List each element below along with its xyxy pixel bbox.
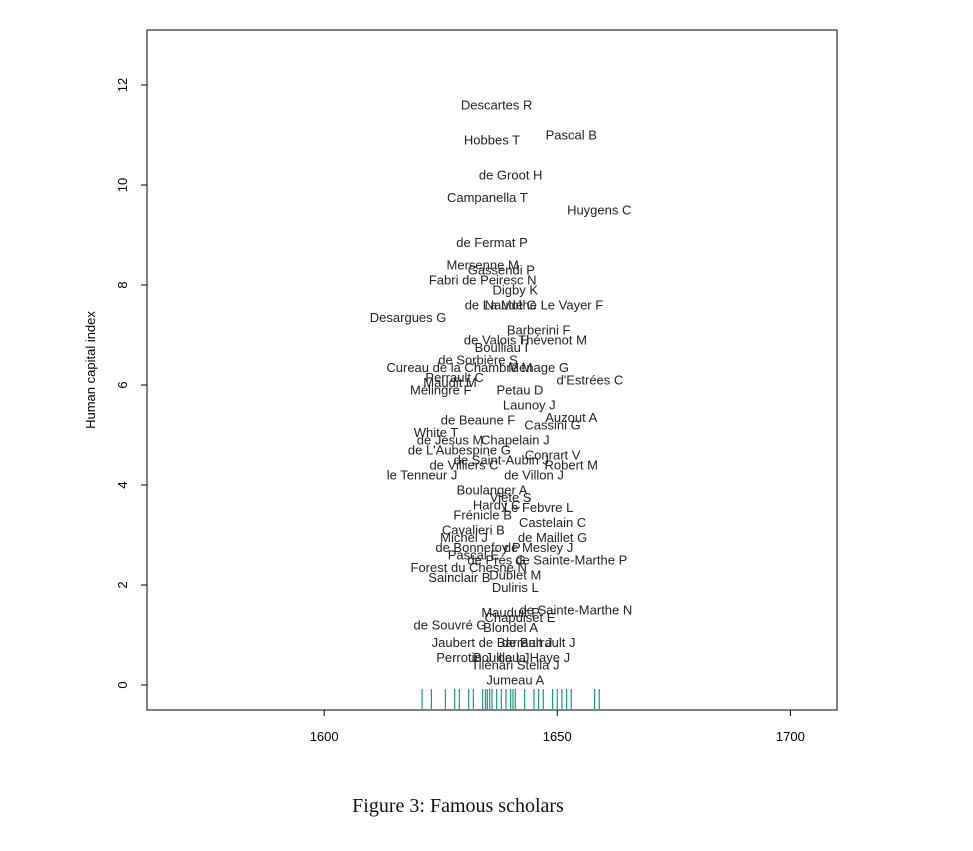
y-axis-title: Human capital index — [83, 311, 98, 429]
point-label: Sainclair B — [428, 570, 490, 585]
point-label: le Tenneur J — [387, 468, 458, 483]
point-label: Jaubert de Barrault J — [432, 635, 553, 650]
point-label: Michel J — [440, 530, 488, 545]
point-label: Naudé G — [485, 298, 537, 313]
point-label: Dublet M — [489, 568, 541, 583]
point-label: de Maillet G — [518, 530, 587, 545]
plot-frame — [146, 29, 838, 711]
y-tick-label: 12 — [115, 78, 130, 92]
point-label: Desargues G — [370, 310, 447, 325]
y-tick-label: 10 — [115, 178, 130, 192]
point-label: Ménage G — [508, 360, 569, 375]
point-label: de Bonnefoy P — [435, 540, 520, 555]
point-label: de Souvré G — [414, 618, 487, 633]
point-label: Fabri de Peiresc N — [429, 273, 537, 288]
point-label: Cassini G — [524, 418, 580, 433]
point-label: de L'Aubespine G — [408, 443, 511, 458]
point-label: Huygens C — [567, 203, 631, 218]
point-labels: Descartes R Pascal B Hobbes T de Groot H Cam… — [370, 98, 633, 688]
point-label: Boulliau J — [473, 650, 529, 665]
point-label: Barberini F — [507, 323, 571, 338]
point-label: de la Haye J — [498, 650, 570, 665]
point-label: Forest du Chesne N — [411, 560, 527, 575]
x-tick-label: 1650 — [543, 729, 572, 744]
point-label: Mersenne M — [447, 258, 519, 273]
point-label: Launoy J — [503, 398, 556, 413]
point-label: de Barrault J — [502, 635, 576, 650]
point-label: Maudit M — [423, 375, 476, 390]
point-label: Gassendi P — [468, 263, 535, 278]
point-label: Jumeau A — [486, 673, 544, 688]
point-label: Duliris L — [492, 580, 539, 595]
figure-caption: Figure 3: Famous scholars — [352, 795, 564, 817]
point-label: Frénicle B — [453, 508, 512, 523]
x-axis: 1600 1650 1700 — [310, 710, 805, 744]
point-label: de Fermat P — [456, 235, 528, 250]
point-label: Blondel A — [483, 620, 538, 635]
point-label: Campanella T — [447, 190, 528, 205]
point-label: de Villon J — [504, 468, 564, 483]
point-label: Cavalieri B — [442, 523, 505, 538]
y-tick-label: 0 — [115, 681, 130, 688]
y-tick-label: 8 — [115, 281, 130, 288]
y-tick-label: 4 — [115, 481, 130, 488]
point-label: Chapelain J — [481, 433, 550, 448]
point-label: Perrault C — [425, 370, 484, 385]
point-label: Petau D — [496, 383, 543, 398]
point-label: Hobbes T — [464, 133, 520, 148]
point-label: de Mesley J — [504, 540, 573, 555]
scatter-chart: 1600 1650 1700 0 2 4 6 8 10 12 Descartes R Pascal… — [83, 29, 838, 744]
point-label: Pascal B — [546, 128, 597, 143]
point-label: de Beaune F — [441, 413, 516, 428]
point-label: de La Mothe Le Vayer F — [465, 298, 604, 313]
point-label: Cureau de la Chambre M — [386, 360, 532, 375]
rug-marks — [421, 689, 600, 709]
point-label: Hardy C — [473, 498, 521, 513]
point-label: Le Febvre L — [504, 500, 573, 515]
y-tick-label: 2 — [115, 581, 130, 588]
point-label: Chapuiset E — [485, 610, 556, 625]
point-label: Perrotin J — [436, 650, 492, 665]
point-label: Auzout A — [545, 410, 597, 425]
y-tick-label: 6 — [115, 381, 130, 388]
x-tick-label: 1700 — [776, 729, 805, 744]
point-label: de Valois H — [464, 333, 530, 348]
point-label: Descartes R — [461, 98, 533, 113]
point-label: de Sorbière S — [438, 353, 518, 368]
point-label: White T — [414, 425, 459, 440]
point-label: de Villiers C — [429, 458, 498, 473]
point-label: Boulanger A — [457, 483, 528, 498]
point-label: Digby K — [493, 283, 539, 298]
point-label: Robert M — [545, 458, 598, 473]
point-label: de Jesus M — [417, 433, 483, 448]
point-label: Tilenari Stella J — [471, 658, 559, 673]
y-axis: 0 2 4 6 8 10 12 — [115, 78, 147, 689]
point-label: Mauduit P — [481, 605, 540, 620]
point-label: de Groot H — [479, 168, 543, 183]
point-label: Boulliau I — [475, 340, 528, 355]
point-label: Thévenot M — [518, 333, 587, 348]
x-tick-label: 1600 — [310, 729, 339, 744]
point-label: de Prés G — [467, 553, 526, 568]
point-label: de Sainte-Marthe N — [520, 603, 633, 618]
point-label: Castelain C — [519, 515, 586, 530]
point-label: Mélingre F — [410, 383, 471, 398]
point-label: de Saint-Aubin J — [454, 453, 549, 468]
point-label: d'Estrées C — [557, 373, 624, 388]
point-label: de Sainte-Marthe P — [515, 553, 627, 568]
point-label: Conrart V — [525, 448, 581, 463]
point-label: Pascal E — [448, 548, 500, 563]
point-label: Viète S — [490, 490, 532, 505]
